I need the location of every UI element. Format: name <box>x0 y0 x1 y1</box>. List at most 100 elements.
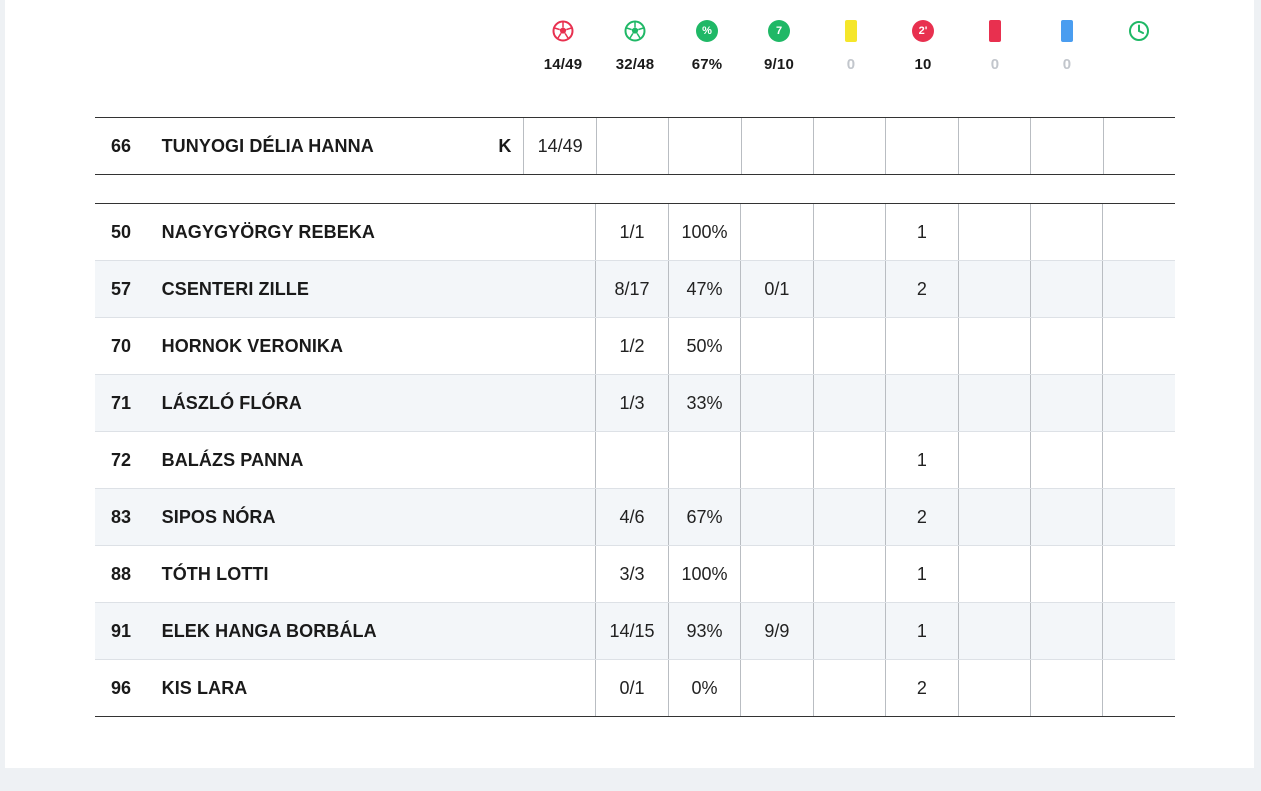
empty-cell <box>524 660 595 716</box>
summary-value: 0 <box>846 56 856 73</box>
stat-cell <box>885 375 957 431</box>
player-name: BALÁZS PANNA <box>161 449 304 470</box>
blue-card-icon <box>1031 18 1103 44</box>
seven-meter-icon: 7 <box>743 18 815 44</box>
stat-cell <box>740 432 812 488</box>
stat-cell: 1/2 <box>595 318 667 374</box>
player-name: NAGYGYÖRGY REBEKA <box>161 221 376 242</box>
table-row: 70 HORNOK VERONIKA 1/2 50% <box>95 318 1175 375</box>
summary-value: 10 <box>914 56 932 73</box>
stat-cell: 1 <box>885 204 957 260</box>
stat-cell <box>740 546 812 602</box>
empty-cell <box>524 318 595 374</box>
stat-cell: 93% <box>667 603 740 659</box>
stat-cell <box>740 204 812 260</box>
player-number: 72 <box>111 449 132 470</box>
clock-icon <box>1103 18 1175 44</box>
summary-value: 67% <box>691 56 723 73</box>
summary-value: 14/49 <box>543 56 583 73</box>
stat-cell: 33% <box>667 375 740 431</box>
stat-cell <box>957 603 1030 659</box>
stat-cell <box>1102 118 1175 174</box>
stat-cell: 47% <box>667 261 740 317</box>
table-row: 96 KIS LARA 0/1 0% 2 <box>95 660 1175 716</box>
stat-cell <box>595 118 668 174</box>
stat-cell <box>812 660 885 716</box>
stat-cell <box>1030 489 1102 545</box>
stat-cell <box>1102 204 1174 260</box>
stat-cell <box>957 318 1030 374</box>
stat-cell: 8/17 <box>595 261 667 317</box>
two-minute-icon: 2' <box>887 18 959 44</box>
player-name: ELEK HANGA BORBÁLA <box>161 620 377 641</box>
stat-cell: 1/3 <box>595 375 667 431</box>
stat-cell <box>813 118 885 174</box>
stat-cell <box>667 432 740 488</box>
empty-cell <box>524 375 595 431</box>
red-card-icon <box>959 18 1031 44</box>
stat-cell: 0% <box>667 660 740 716</box>
summary-value: 0 <box>990 56 1000 73</box>
stat-cell <box>957 204 1030 260</box>
player-name: TÓTH LOTTI <box>161 563 269 584</box>
table-row: 50 NAGYGYÖRGY REBEKA 1/1 100% 1 <box>95 204 1175 261</box>
stat-cell <box>1030 318 1102 374</box>
stat-cell <box>957 432 1030 488</box>
player-number: 83 <box>111 506 132 527</box>
ball-red-icon <box>527 18 599 44</box>
stat-cell <box>1030 261 1102 317</box>
stat-cell: 1/1 <box>595 204 667 260</box>
stat-cell <box>957 660 1030 716</box>
player-number: 71 <box>111 392 132 413</box>
player-number: 91 <box>111 620 132 641</box>
summary-column: 32/48 <box>599 18 671 73</box>
player-name-cell: TUNYOGI DÉLIA HANNA K <box>162 118 524 174</box>
stat-cell: 100% <box>667 546 740 602</box>
stat-cell: 0/1 <box>595 660 667 716</box>
empty-cell <box>524 261 595 317</box>
summary-column: % 67% <box>671 18 743 73</box>
yellow-card-icon <box>815 18 887 44</box>
table-row: 66 TUNYOGI DÉLIA HANNA K 14/49 <box>95 118 1175 174</box>
table-row: 88 TÓTH LOTTI 3/3 100% 1 <box>95 546 1175 603</box>
table-row: 57 CSENTERI ZILLE 8/17 47% 0/1 2 <box>95 261 1175 318</box>
summary-value: 32/48 <box>615 56 655 73</box>
player-number: 88 <box>111 563 132 584</box>
player-name: SIPOS NÓRA <box>161 506 276 527</box>
field-players-table: 50 NAGYGYÖRGY REBEKA 1/1 100% 1 57 CSENTERI ZI… <box>95 203 1175 717</box>
stat-cell <box>1102 603 1174 659</box>
stat-cell <box>957 546 1030 602</box>
stat-cell <box>1030 546 1102 602</box>
stat-cell: 3/3 <box>595 546 667 602</box>
stat-cell <box>812 204 885 260</box>
stat-cell <box>1030 603 1102 659</box>
table-row: 91 ELEK HANGA BORBÁLA 14/15 93% 9/9 1 <box>95 603 1175 660</box>
stat-cell <box>740 318 812 374</box>
table-row: 72 BALÁZS PANNA 1 <box>95 432 1175 489</box>
stat-cell <box>1102 432 1174 488</box>
stat-cell: 67% <box>667 489 740 545</box>
stat-cell <box>740 660 812 716</box>
stat-cell <box>812 432 885 488</box>
player-name: HORNOK VERONIKA <box>161 335 344 356</box>
summary-column: 14/49 <box>527 18 599 73</box>
player-number: 57 <box>111 278 132 299</box>
empty-cell <box>524 204 595 260</box>
percent-icon: % <box>671 18 743 44</box>
stat-cell: 4/6 <box>595 489 667 545</box>
empty-cell <box>524 546 595 602</box>
stat-cell: 2 <box>885 261 957 317</box>
player-name: LÁSZLÓ FLÓRA <box>161 392 302 413</box>
stat-cell: 9/9 <box>740 603 812 659</box>
stat-cell <box>812 375 885 431</box>
stat-cell <box>885 318 957 374</box>
summary-column <box>1103 18 1175 56</box>
stat-cell <box>595 432 667 488</box>
summary-column: 7 9/10 <box>743 18 815 73</box>
stat-cell <box>1030 204 1102 260</box>
summary-column: 0 <box>815 18 887 73</box>
summary-value: 9/10 <box>764 56 794 73</box>
player-number: 66 <box>111 135 132 156</box>
stat-cell: 14/15 <box>595 603 667 659</box>
summary-column: 0 <box>1031 18 1103 73</box>
